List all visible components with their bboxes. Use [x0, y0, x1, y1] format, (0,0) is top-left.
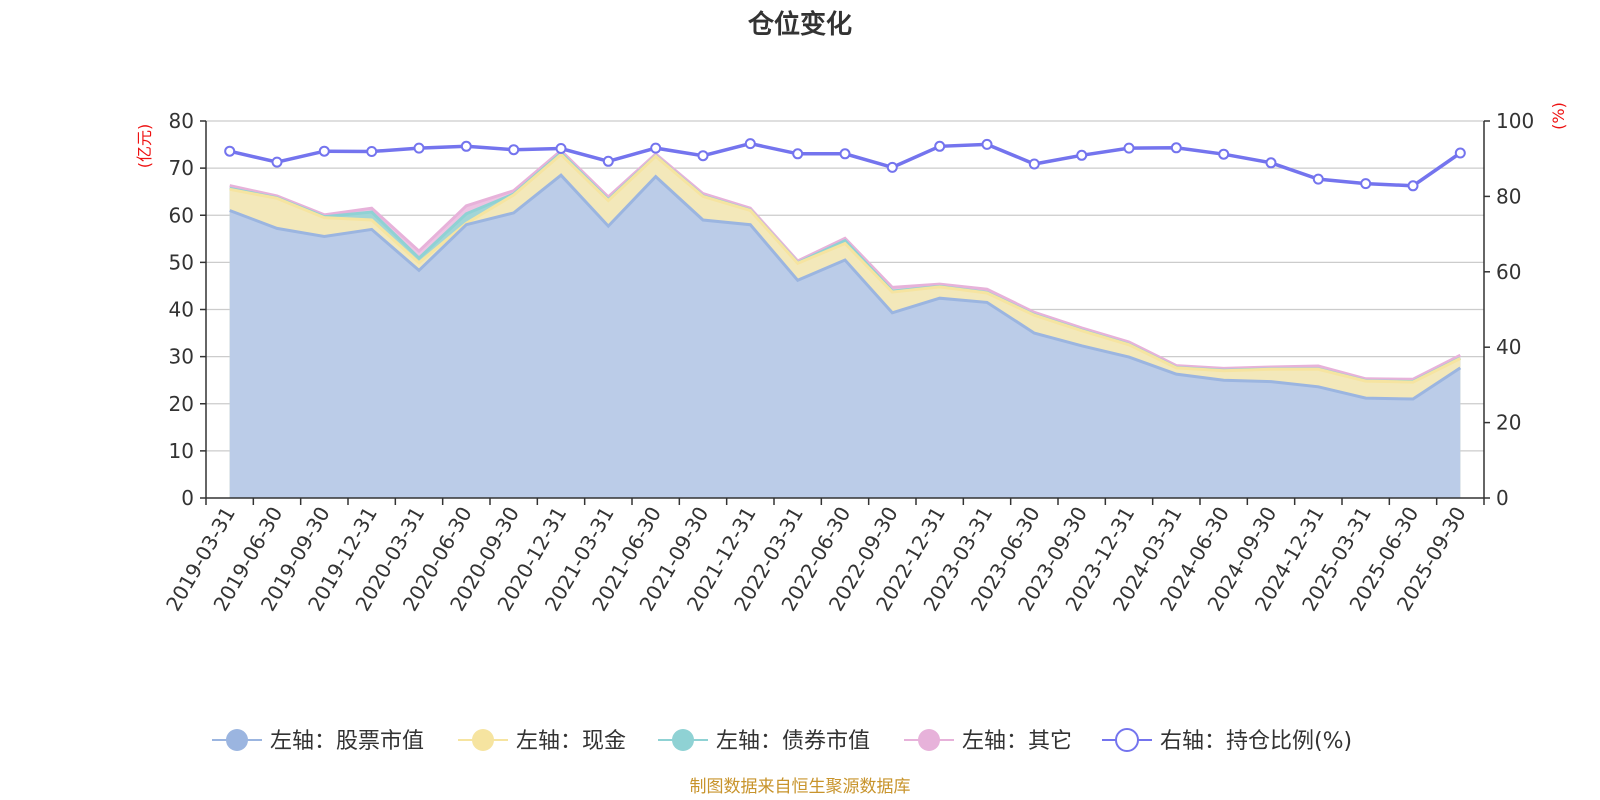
legend-item[interactable]: 左轴：债券市值	[658, 729, 870, 754]
legend-item[interactable]: 左轴：现金	[458, 729, 626, 754]
left-tick-label: 10	[169, 439, 194, 463]
ratio-point	[555, 143, 567, 154]
ratio-point	[1028, 158, 1040, 170]
right-tick-label: 40	[1496, 335, 1521, 359]
left-tick-label: 20	[169, 392, 194, 416]
series-2-line	[229, 152, 1461, 384]
legend-label: 右轴：持仓比例(%)	[1160, 729, 1352, 754]
left-tick-label: 0	[181, 486, 194, 510]
ratio-point	[697, 150, 709, 162]
ratio-point	[366, 146, 378, 157]
legend-label: 左轴：现金	[516, 729, 626, 754]
left-tick-label: 80	[169, 109, 194, 133]
ratio-point	[981, 138, 993, 150]
ratio-point	[839, 148, 851, 160]
legend-item[interactable]: 左轴：其它	[904, 729, 1072, 754]
ratio-point	[1407, 180, 1419, 192]
series-1-area	[229, 175, 1461, 498]
source-note: 制图数据来自恒生聚源数据库	[690, 777, 911, 797]
ratio-point	[1076, 149, 1088, 161]
position-ratio-line	[224, 138, 1466, 192]
left-tick-label: 70	[169, 156, 194, 180]
right-tick-label: 80	[1496, 184, 1521, 208]
legend-marker	[472, 729, 494, 751]
chart-title: 仓位变化	[747, 9, 852, 40]
legend[interactable]: 左轴：股票市值 左轴：现金 左轴：债券市值 左轴：其它 右轴：持仓比例(%)	[212, 728, 1352, 754]
stacked-areas	[229, 148, 1462, 498]
legend-label: 左轴：股票市值	[270, 729, 424, 754]
ratio-point	[413, 142, 425, 154]
right-tick-label: 100	[1496, 109, 1534, 133]
ratio-point	[224, 145, 236, 157]
left-axis-unit: (亿元)	[135, 124, 154, 169]
ratio-point	[792, 148, 804, 160]
legend-label: 左轴：债券市值	[716, 729, 870, 754]
ratio-point	[886, 161, 898, 173]
left-tick-label: 60	[169, 203, 194, 227]
ratio-point	[508, 144, 520, 156]
right-tick-label: 20	[1496, 411, 1521, 435]
legend-item[interactable]: 右轴：持仓比例(%)	[1102, 728, 1352, 754]
legend-item[interactable]: 左轴：股票市值	[212, 729, 424, 754]
ratio-point	[1454, 147, 1466, 159]
ratio-point	[318, 145, 330, 157]
ratio-point	[1170, 142, 1182, 154]
left-tick-label: 40	[169, 298, 194, 322]
ratio-point	[744, 138, 756, 150]
ratio-point	[602, 155, 614, 167]
legend-marker	[226, 729, 248, 751]
right-axis-unit: (%)	[1549, 102, 1568, 130]
ratio-point	[1265, 157, 1277, 169]
ratio-point	[271, 156, 283, 168]
ratio-point	[1123, 142, 1135, 154]
right-tick-label: 60	[1496, 260, 1521, 284]
ratio-point	[1360, 178, 1372, 190]
ratio-point	[1312, 173, 1324, 185]
legend-label: 左轴：其它	[962, 729, 1072, 754]
right-tick-label: 0	[1496, 486, 1509, 510]
left-tick-label: 30	[169, 345, 194, 369]
legend-marker	[1115, 728, 1139, 752]
legend-marker	[918, 729, 940, 751]
ratio-point	[460, 140, 472, 152]
legend-marker	[672, 729, 694, 751]
series-1-line	[229, 173, 1462, 401]
ratio-point	[934, 140, 946, 152]
series-4-line	[229, 148, 1461, 381]
left-tick-label: 50	[169, 250, 194, 274]
ratio-point	[1218, 148, 1230, 160]
ratio-point	[650, 142, 662, 154]
